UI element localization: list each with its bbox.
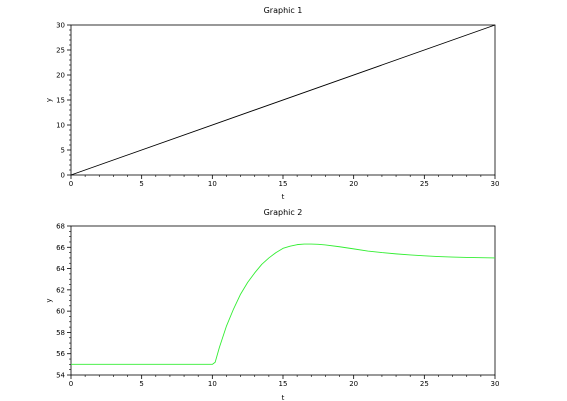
x-tick-label: 20 [349, 380, 358, 388]
x-tick-label: 0 [69, 180, 73, 188]
y-tick-label: 10 [56, 122, 65, 130]
y-tick-label: 62 [56, 286, 65, 294]
chart-1: Graphic 1 0 5 10 15 20 25 30 0 5 10 15 20 25 30 t y [45, 6, 499, 201]
x-tick-label: 15 [279, 380, 288, 388]
y-tick-label: 58 [56, 329, 65, 337]
y-tick-label: 25 [56, 47, 65, 55]
y-tick-label: 66 [56, 244, 65, 252]
series-line-1 [70, 24, 496, 176]
x-tick-label: 5 [139, 380, 143, 388]
y-tick-label: 54 [56, 372, 65, 380]
y-tick-label: 30 [56, 22, 65, 30]
x-tick-label: 25 [420, 180, 429, 188]
x-tick-label: 25 [420, 380, 429, 388]
y-tick-label: 64 [56, 265, 65, 273]
x-tick-label: 0 [69, 380, 73, 388]
y-tick-label: 20 [56, 72, 65, 80]
y-tick-label: 56 [56, 350, 65, 358]
y-tick-label: 0 [61, 172, 65, 180]
x-tick-label: 30 [491, 180, 500, 188]
chart-title: Graphic 1 [264, 6, 303, 15]
y-tick-label: 15 [56, 97, 65, 105]
series-line-1 [71, 243, 496, 365]
chart-2: Graphic 2 0 5 10 15 20 25 30 54 56 58 60 62 64 66 68 t y [45, 208, 499, 401]
y-axis-label: y [45, 298, 53, 302]
y-tick-label: 60 [56, 308, 65, 316]
y-axis-label: y [45, 98, 53, 102]
x-axis-label: t [282, 193, 285, 201]
x-tick-label: 10 [208, 380, 217, 388]
x-tick-label: 30 [491, 380, 500, 388]
y-tick-label: 5 [61, 147, 65, 155]
x-tick-label: 20 [349, 180, 358, 188]
x-axis-label: t [282, 394, 285, 401]
x-tick-label: 10 [208, 180, 217, 188]
chart-title: Graphic 2 [264, 208, 303, 217]
x-tick-label: 5 [139, 180, 143, 188]
x-tick-label: 15 [279, 180, 288, 188]
y-tick-label: 68 [56, 223, 65, 231]
